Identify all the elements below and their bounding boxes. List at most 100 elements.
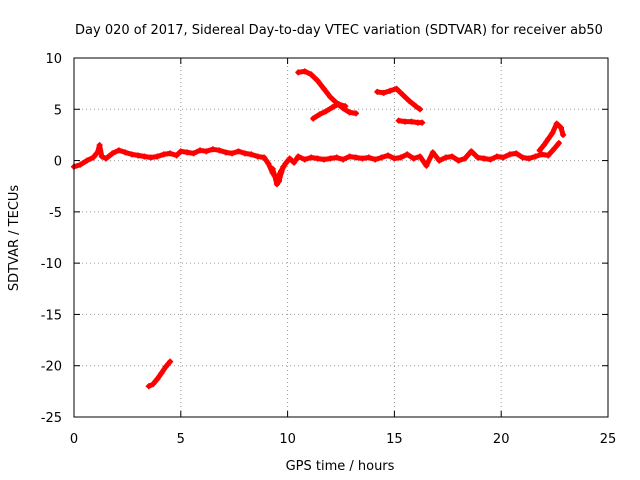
data-point: [83, 157, 90, 164]
data-point: [384, 152, 391, 159]
data-point: [177, 148, 184, 155]
data-point: [423, 162, 430, 169]
data-point: [122, 149, 129, 156]
data-point: [167, 150, 174, 157]
data-point: [558, 124, 565, 131]
series-trace: [146, 359, 173, 389]
data-point: [209, 146, 216, 153]
data-point: [145, 383, 152, 390]
data-point: [323, 108, 330, 115]
y-tick-label: 0: [54, 155, 62, 170]
x-tick-label: 0: [70, 432, 78, 447]
data-point: [481, 155, 488, 162]
data-point: [160, 151, 167, 158]
data-point: [327, 93, 334, 100]
data-point: [393, 85, 400, 92]
data-point: [408, 118, 415, 125]
data-point: [90, 154, 97, 161]
data-point: [429, 149, 436, 156]
data-point: [278, 169, 285, 176]
series-upper-arc-3: [374, 85, 424, 113]
x-tick-label: 15: [386, 432, 403, 447]
y-tick-label: 5: [54, 103, 62, 118]
data-point: [387, 87, 394, 94]
data-point: [135, 152, 142, 159]
series-upper-segment-4: [395, 117, 426, 126]
data-point: [419, 119, 426, 126]
data-point: [487, 156, 494, 163]
data-point: [513, 150, 520, 157]
grid-lines: [74, 58, 608, 417]
data-point: [397, 154, 404, 161]
y-tick-label: 10: [45, 52, 62, 67]
data-point: [271, 172, 278, 179]
data-point: [141, 153, 148, 160]
data-point: [399, 91, 406, 98]
data-point: [280, 163, 287, 170]
data-point: [468, 148, 475, 155]
data-point: [500, 154, 507, 161]
data-point: [310, 115, 317, 122]
data-point: [545, 136, 552, 143]
data-point: [378, 154, 385, 161]
plot-frame: [73, 57, 609, 418]
data-point: [342, 103, 349, 110]
data-point: [265, 160, 272, 167]
data-point: [560, 131, 567, 138]
data-point: [162, 363, 169, 370]
data-point: [436, 157, 443, 164]
data-point: [103, 155, 110, 162]
data-point: [519, 154, 526, 161]
data-point: [549, 129, 556, 136]
data-point: [128, 151, 135, 158]
y-axis-label: SDTVAR / TECUs: [7, 185, 22, 292]
data-point: [455, 157, 462, 164]
data-point: [150, 381, 157, 388]
data-point: [352, 154, 359, 161]
data-point: [412, 103, 419, 110]
data-point: [442, 154, 449, 161]
data-point: [248, 151, 255, 158]
data-point: [96, 142, 103, 149]
x-tick-label: 20: [493, 432, 510, 447]
data-point: [316, 111, 323, 118]
data-point: [301, 68, 308, 75]
data-point: [167, 358, 174, 365]
data-point: [551, 145, 558, 152]
data-point: [158, 369, 165, 376]
data-point: [184, 149, 191, 156]
data-point: [216, 147, 223, 154]
data-point: [109, 150, 116, 157]
data-point: [190, 150, 197, 157]
data-point: [320, 85, 327, 92]
chart-title: Day 020 of 2017, Sidereal Day-to-day VTE…: [75, 23, 603, 38]
data-point: [406, 98, 413, 105]
data-point: [115, 147, 122, 154]
data-point: [173, 152, 180, 159]
data-point: [269, 165, 276, 172]
data-point: [229, 150, 236, 157]
data-point: [241, 150, 248, 157]
y-tick-label: -25: [41, 411, 62, 426]
data-points: [71, 68, 567, 390]
data-point: [203, 148, 210, 155]
data-point: [286, 155, 293, 162]
data-point: [538, 151, 545, 158]
data-point: [308, 71, 315, 78]
data-point: [352, 110, 359, 117]
data-point: [449, 153, 456, 160]
data-point: [346, 153, 353, 160]
data-point: [273, 181, 280, 188]
data-point: [197, 147, 204, 154]
data-point: [404, 151, 411, 158]
data-point: [402, 118, 409, 125]
data-point: [340, 156, 347, 163]
data-point: [545, 152, 552, 159]
data-point: [314, 77, 321, 84]
data-point: [154, 376, 161, 383]
axis-ticks: 0 5 10 15 20 25 10 5 0 -5 -10 -15 -20 -25: [41, 52, 617, 447]
data-point: [536, 147, 543, 154]
data-point: [555, 140, 562, 147]
series-right-rise: [536, 120, 567, 154]
